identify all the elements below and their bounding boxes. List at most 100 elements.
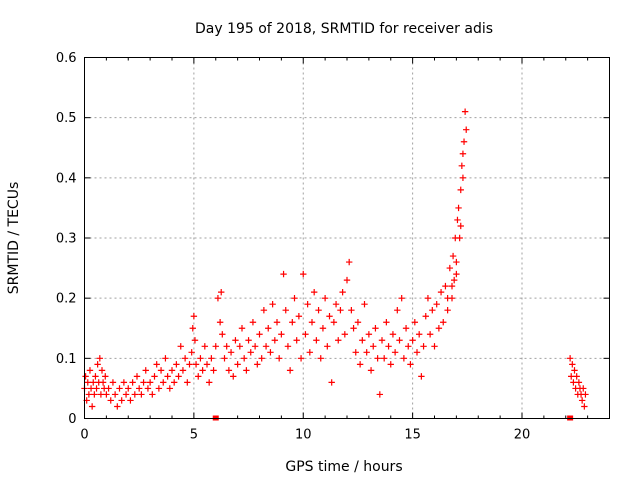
data-point <box>225 367 233 374</box>
data-point <box>256 331 263 338</box>
data-point <box>251 343 259 350</box>
data-point <box>418 373 425 380</box>
data-point <box>376 391 384 398</box>
data-point <box>127 397 134 404</box>
data-point <box>456 234 463 242</box>
data-point <box>214 294 222 302</box>
data-point <box>230 373 237 380</box>
data-point <box>258 355 265 362</box>
data-point <box>133 373 141 380</box>
data-point <box>313 337 320 344</box>
data-point <box>457 186 464 194</box>
data-point <box>575 379 583 386</box>
data-point <box>326 313 333 320</box>
data-point <box>324 343 331 350</box>
data-point <box>284 343 292 350</box>
data-point <box>573 373 580 380</box>
data-point <box>398 294 405 302</box>
data-point <box>569 361 576 368</box>
data-point <box>282 307 289 314</box>
data-point <box>435 325 443 332</box>
x-axis-label: GPS time / hours <box>285 459 402 475</box>
data-point <box>405 343 412 350</box>
y-tick-label: 0.5 <box>56 111 77 126</box>
x-tick-label: 10 <box>295 428 312 443</box>
data-point <box>192 361 200 368</box>
data-point <box>184 379 191 386</box>
data-point <box>221 355 228 362</box>
data-point <box>424 294 432 302</box>
data-point <box>273 319 281 326</box>
data-point <box>453 270 460 278</box>
data-point <box>328 379 335 386</box>
data-point <box>269 300 276 308</box>
data-point <box>341 331 349 338</box>
data-point <box>151 373 158 380</box>
data-point <box>463 126 470 133</box>
data-point <box>177 343 184 350</box>
data-point <box>232 337 239 344</box>
data-point <box>385 343 392 350</box>
data-point <box>99 379 107 386</box>
data-point <box>260 307 268 314</box>
data-point <box>188 349 195 356</box>
data-point <box>218 288 225 296</box>
x-tick-label: 15 <box>404 428 421 443</box>
data-point <box>201 343 209 350</box>
data-point <box>243 367 250 374</box>
data-point <box>146 379 154 386</box>
data-point <box>216 319 224 326</box>
data-point <box>189 325 196 332</box>
data-point <box>122 391 130 398</box>
data-point <box>175 373 182 380</box>
data-point <box>271 337 279 344</box>
x-tick-label: 20 <box>514 428 531 443</box>
data-point <box>330 319 338 326</box>
y-tick-label: 0.4 <box>56 171 77 186</box>
data-point <box>426 331 434 338</box>
data-point <box>354 319 362 326</box>
data-point <box>450 276 458 284</box>
data-point <box>337 307 344 314</box>
data-point <box>321 294 329 302</box>
data-point <box>103 391 110 398</box>
data-point <box>365 331 373 338</box>
data-point <box>205 379 213 386</box>
data-point <box>295 313 303 320</box>
data-point <box>140 379 147 386</box>
data-point <box>249 319 257 326</box>
data-point <box>155 385 163 392</box>
data-point <box>582 391 589 398</box>
plot-frame <box>84 57 610 419</box>
data-point <box>359 337 366 344</box>
data-point <box>267 349 274 356</box>
data-point <box>144 385 152 392</box>
data-point <box>345 258 353 266</box>
data-point <box>453 258 460 266</box>
data-point <box>195 373 202 380</box>
data-point <box>308 319 316 326</box>
data-point <box>335 337 342 344</box>
y-tick-label: 0.6 <box>56 51 77 66</box>
data-point <box>415 331 423 338</box>
data-point <box>457 222 464 230</box>
y-axis-label: SRMTID / TECUs <box>6 182 22 295</box>
data-point <box>348 307 355 314</box>
data-point <box>570 379 577 386</box>
data-point <box>102 373 109 380</box>
data-point <box>92 373 99 380</box>
data-point <box>459 150 467 157</box>
data-point <box>98 367 106 374</box>
data-point <box>289 319 296 326</box>
data-point <box>199 367 206 374</box>
data-point <box>291 294 298 302</box>
data-point <box>580 385 587 392</box>
data-point <box>254 361 261 368</box>
data-point <box>265 325 272 332</box>
data-point <box>170 379 178 386</box>
data-point <box>227 349 235 356</box>
data-point <box>118 397 125 404</box>
data-point <box>571 367 578 374</box>
data-point <box>135 385 143 392</box>
